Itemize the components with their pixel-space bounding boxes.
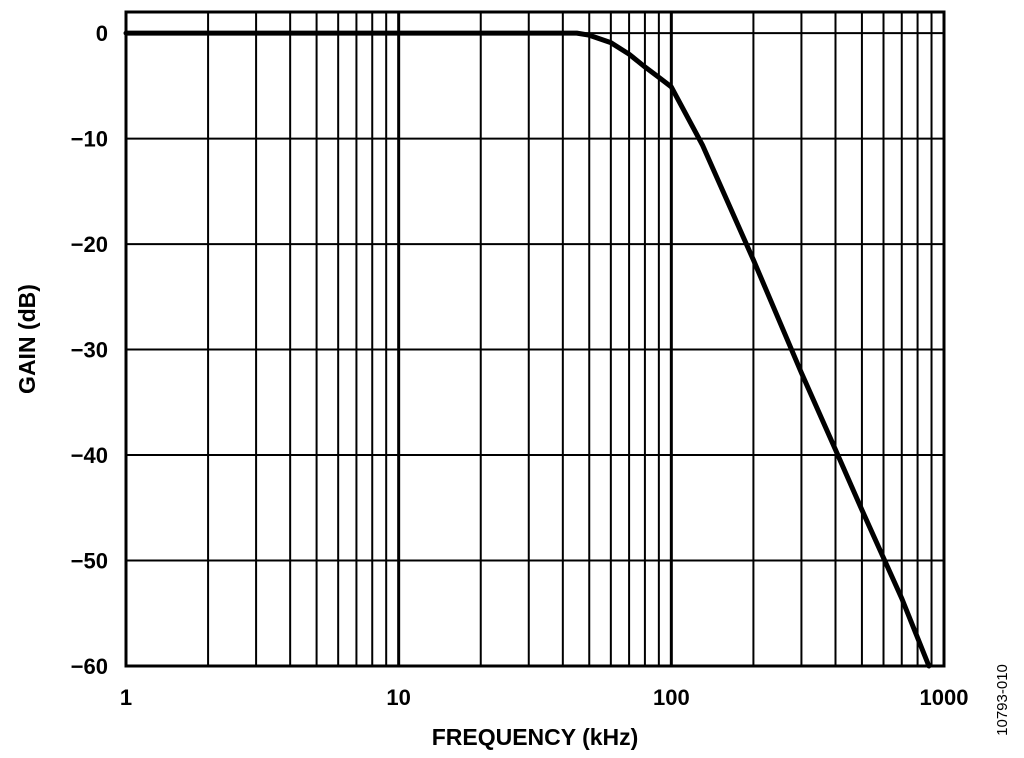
y-axis-title: GAIN (dB): [14, 284, 40, 394]
y-tick-label: −20: [71, 232, 108, 257]
x-tick-label: 10: [386, 685, 410, 710]
grid: [126, 12, 944, 666]
series-layer: [123, 30, 932, 669]
y-tick-label: −40: [71, 443, 108, 468]
y-tick-label: −10: [71, 127, 108, 152]
y-tick-label: −60: [71, 654, 108, 679]
x-tick-label: 1000: [920, 685, 969, 710]
tick-labels: 1 10 100 1000 0 −10 −20 −30 −40 −50 −60: [71, 21, 969, 710]
y-tick-label: −50: [71, 549, 108, 574]
series-line: [123, 30, 932, 669]
y-tick-label: 0: [96, 21, 108, 46]
x-tick-label: 100: [653, 685, 690, 710]
x-axis-title: FREQUENCY (kHz): [432, 724, 639, 750]
plot-frame: [124, 10, 946, 668]
x-tick-label: 1: [120, 685, 132, 710]
figure-id: 10793-010: [994, 664, 1011, 736]
y-tick-label: −30: [71, 338, 108, 363]
